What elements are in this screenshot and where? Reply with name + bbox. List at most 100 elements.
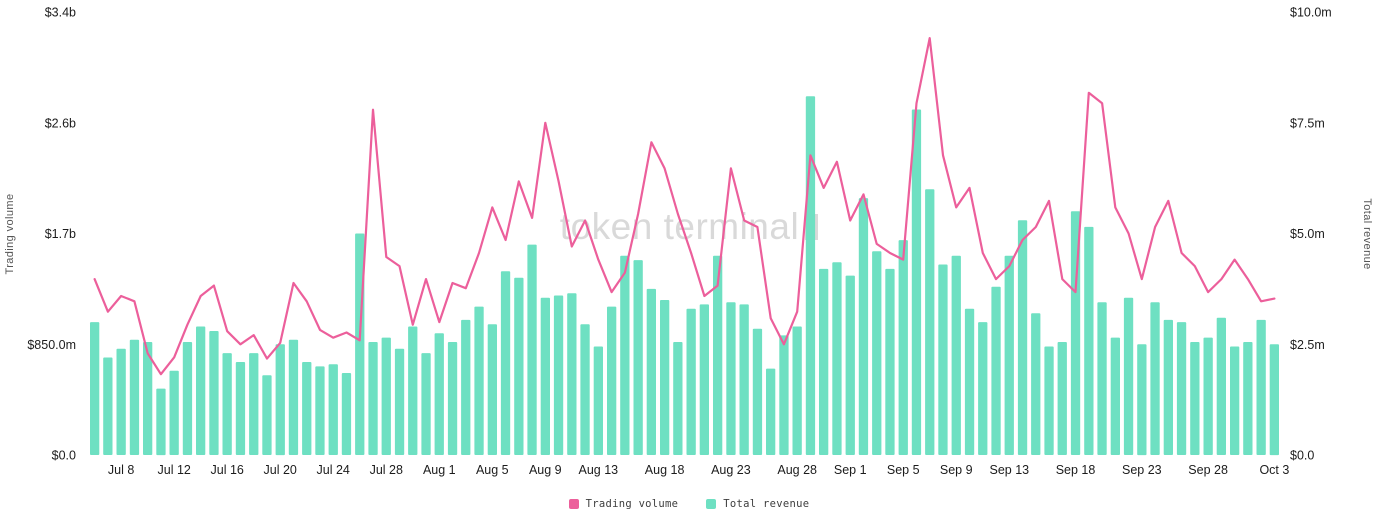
legend-item-total-revenue[interactable]: Total revenue [706, 498, 809, 510]
revenue-bar[interactable] [766, 368, 776, 455]
revenue-bar[interactable] [792, 326, 802, 456]
legend-item-trading-volume[interactable]: Trading volume [568, 498, 679, 510]
revenue-bar[interactable] [461, 319, 471, 455]
revenue-bar[interactable] [898, 240, 908, 455]
legend: Trading volume Total revenue [0, 498, 1378, 510]
x-axis-tick: Jul 8 [108, 463, 134, 477]
revenue-bar[interactable] [447, 342, 458, 455]
revenue-bar[interactable] [938, 264, 948, 456]
revenue-bar[interactable] [805, 96, 816, 455]
revenue-bar[interactable] [156, 388, 166, 456]
revenue-bar[interactable] [1057, 342, 1067, 455]
revenue-bar[interactable] [196, 326, 206, 456]
trading-volume-swatch-icon [568, 499, 579, 509]
revenue-bar[interactable] [739, 304, 749, 455]
revenue-bar[interactable] [302, 362, 312, 455]
revenue-bar[interactable] [911, 109, 922, 456]
revenue-bar[interactable] [381, 337, 391, 455]
revenue-bar[interactable] [169, 370, 179, 455]
revenue-bar[interactable] [580, 324, 590, 455]
revenue-bar[interactable] [779, 335, 789, 455]
revenue-bar[interactable] [978, 322, 988, 455]
revenue-bar[interactable] [686, 308, 696, 455]
revenue-bar[interactable] [633, 260, 643, 455]
x-axis-tick: Aug 13 [578, 463, 618, 477]
revenue-bar[interactable] [925, 189, 935, 455]
revenue-bar[interactable] [487, 324, 497, 455]
revenue-bar[interactable] [620, 255, 630, 455]
revenue-bar[interactable] [474, 306, 484, 455]
revenue-bar[interactable] [222, 353, 232, 455]
revenue-bar[interactable] [752, 328, 763, 455]
x-axis-tick: Aug 5 [476, 463, 509, 477]
revenue-bar[interactable] [540, 297, 550, 455]
revenue-bar[interactable] [341, 373, 352, 455]
revenue-bar[interactable] [527, 244, 537, 455]
revenue-bar[interactable] [103, 357, 113, 456]
x-axis-tick: Aug 18 [645, 463, 685, 477]
revenue-bar[interactable] [553, 295, 564, 456]
revenue-bar[interactable] [1243, 342, 1253, 455]
revenue-bar[interactable] [1017, 220, 1028, 455]
revenue-bar[interactable] [235, 362, 246, 455]
revenue-bar[interactable] [660, 300, 670, 455]
revenue-bar[interactable] [872, 251, 882, 455]
revenue-bar[interactable] [1216, 317, 1226, 455]
revenue-bar[interactable] [593, 346, 603, 456]
revenue-bar[interactable] [567, 293, 577, 455]
revenue-bar[interactable] [1256, 319, 1266, 455]
revenue-bar[interactable] [1123, 297, 1134, 455]
revenue-bar[interactable] [1044, 346, 1054, 456]
x-axis-tick: Sep 9 [940, 463, 973, 477]
revenue-bar[interactable] [1163, 319, 1173, 455]
revenue-bar[interactable] [1190, 342, 1200, 455]
revenue-bar[interactable] [262, 375, 272, 455]
revenue-bar[interactable] [1084, 226, 1094, 455]
revenue-bar[interactable] [514, 277, 524, 455]
revenue-bar[interactable] [275, 344, 285, 456]
revenue-bar[interactable] [1137, 344, 1147, 456]
volume-line[interactable] [93, 36, 1276, 376]
revenue-bar[interactable] [368, 342, 378, 455]
revenue-bar[interactable] [182, 342, 193, 455]
revenue-bar[interactable] [500, 271, 511, 455]
revenue-bar[interactable] [1150, 302, 1160, 455]
revenue-bar[interactable] [328, 364, 338, 455]
revenue-bar[interactable] [819, 268, 829, 455]
revenue-bar[interactable] [209, 331, 219, 455]
revenue-bar[interactable] [964, 308, 975, 455]
revenue-bar[interactable] [646, 288, 656, 455]
revenue-bar[interactable] [726, 302, 736, 455]
revenue-bar[interactable] [116, 348, 126, 455]
revenue-bar[interactable] [858, 198, 869, 455]
revenue-bar[interactable] [288, 339, 299, 455]
revenue-bar[interactable] [1269, 344, 1279, 456]
revenue-bar[interactable] [832, 262, 842, 455]
revenue-bar[interactable] [951, 255, 961, 455]
revenue-bar[interactable] [90, 322, 100, 455]
revenue-bar[interactable] [1176, 322, 1187, 455]
revenue-bar[interactable] [421, 353, 431, 455]
revenue-bar[interactable] [845, 275, 855, 455]
revenue-bar[interactable] [1203, 337, 1213, 455]
revenue-bar[interactable] [315, 366, 325, 455]
revenue-bar[interactable] [1110, 337, 1120, 455]
revenue-bar[interactable] [699, 304, 709, 455]
revenue-bar[interactable] [1097, 302, 1107, 455]
revenue-bar[interactable] [434, 333, 444, 455]
revenue-bar[interactable] [408, 326, 418, 456]
revenue-bar[interactable] [607, 306, 617, 455]
right-axis-tick: $10.0m [1290, 6, 1332, 20]
revenue-bar[interactable] [249, 353, 259, 455]
revenue-bar[interactable] [713, 255, 723, 455]
revenue-bar[interactable] [673, 342, 683, 455]
revenue-bar[interactable] [394, 348, 405, 455]
revenue-bar[interactable] [129, 339, 140, 455]
revenue-bar[interactable] [1031, 313, 1041, 455]
revenue-bar[interactable] [991, 286, 1001, 455]
revenue-bar[interactable] [1230, 346, 1240, 456]
revenue-bar[interactable] [1004, 255, 1014, 455]
revenue-bar[interactable] [143, 342, 153, 455]
revenue-bar[interactable] [885, 268, 895, 455]
